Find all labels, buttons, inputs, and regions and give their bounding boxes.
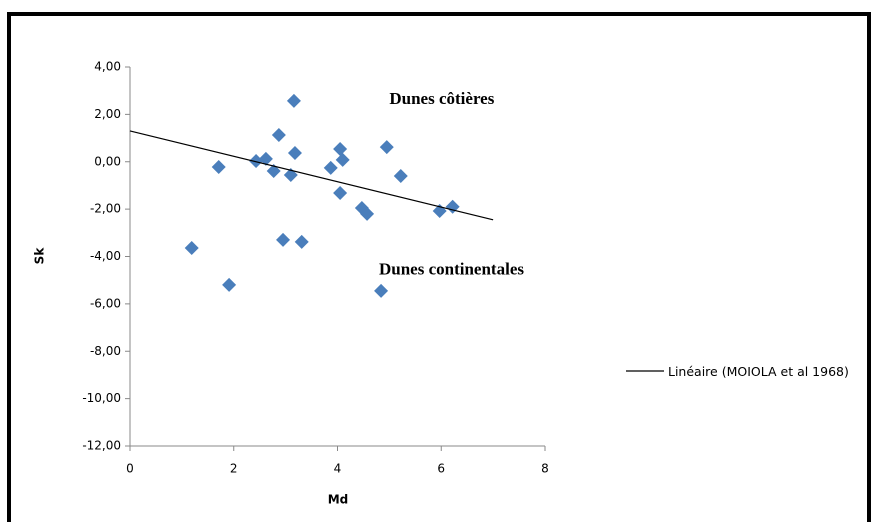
point	[286, 93, 301, 108]
y-tick-label: 4,00	[94, 60, 121, 74]
point	[276, 232, 291, 247]
y-tick-label: -8,00	[90, 344, 121, 358]
point	[249, 154, 264, 169]
point	[360, 206, 375, 221]
y-tick-label: -2,00	[90, 202, 121, 216]
legend: Linéaire (MOIOLA et al 1968)	[626, 362, 868, 381]
point	[333, 186, 348, 201]
point	[211, 159, 226, 174]
point	[287, 145, 302, 160]
legend-label: Linéaire (MOIOLA et al 1968)	[668, 364, 849, 379]
annotation: Dunes continentales	[379, 260, 524, 279]
frame	[7, 12, 871, 522]
legend-line	[626, 370, 664, 372]
y-tick-label: -10,00	[82, 391, 121, 405]
annotation: Dunes côtières	[389, 89, 494, 108]
x-axis-title: Md	[328, 493, 349, 507]
y-tick-label: -12,00	[82, 439, 121, 453]
point	[184, 240, 199, 255]
point	[393, 168, 408, 183]
y-tick-label: -4,00	[90, 249, 121, 263]
y-tick-label: 2,00	[94, 107, 121, 121]
point	[222, 277, 237, 292]
point	[258, 151, 273, 166]
x-tick-label: 8	[541, 462, 549, 476]
trendline	[129, 130, 494, 221]
point	[333, 141, 348, 156]
point	[379, 140, 394, 155]
x-tick-label: 2	[230, 462, 238, 476]
point	[271, 127, 286, 142]
x-tick-label: 4	[334, 462, 342, 476]
x-tick-label: 6	[437, 462, 445, 476]
point	[374, 283, 389, 298]
y-tick-label: -6,00	[90, 296, 121, 310]
point	[335, 152, 350, 167]
point	[323, 160, 338, 175]
y-axis-title: Sk	[33, 247, 47, 265]
point	[294, 234, 309, 249]
x-tick-label: 0	[126, 462, 134, 476]
y-tick-label: 0,00	[94, 154, 121, 168]
